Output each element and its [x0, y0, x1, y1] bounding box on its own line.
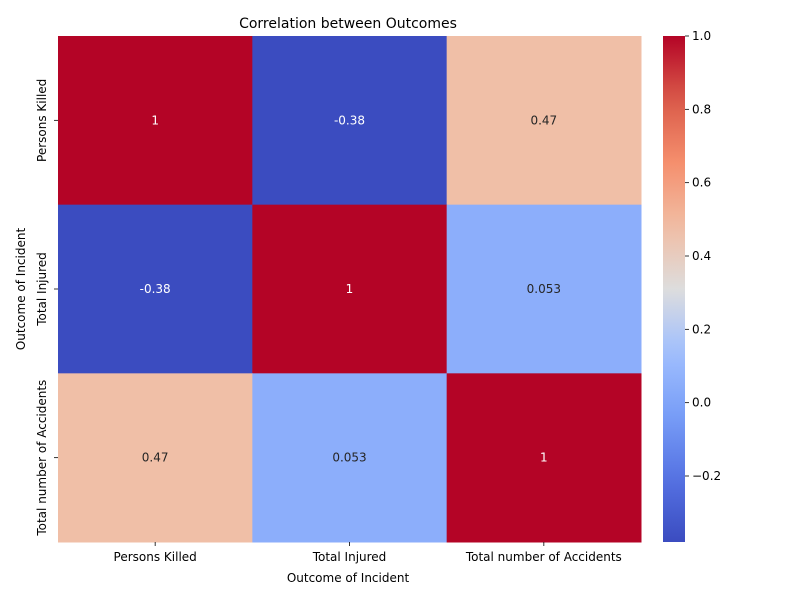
cell-value-label: 1 — [540, 451, 548, 465]
cell-value-label: 0.053 — [332, 451, 366, 465]
colorbar: −0.2 0.0 0.2 0.4 0.6 0.8 1.0 — [663, 29, 721, 542]
y-axis-label: Outcome of Incident — [14, 228, 28, 351]
x-axis-ticks: Persons Killed Total Injured Total number … — [114, 542, 622, 564]
heatmap-cell — [252, 204, 448, 374]
cell-value-label: 0.47 — [142, 451, 169, 465]
cell-value-label: -0.38 — [334, 113, 365, 127]
cell-value-label: 0.053 — [527, 282, 561, 296]
cell-value-label: -0.38 — [140, 282, 171, 296]
heatmap-cell — [58, 373, 253, 543]
colorbar-tick-label: −0.2 — [692, 469, 721, 483]
x-tick-label: Total number of Accidents — [465, 550, 622, 564]
x-tick-label: Total Injured — [312, 550, 387, 564]
colorbar-tick-label: 0.0 — [692, 396, 711, 410]
heatmap-cell — [252, 373, 448, 543]
x-tick-label: Persons Killed — [114, 550, 197, 564]
heatmap-cell — [446, 373, 642, 543]
heatmap-cell — [446, 36, 642, 206]
heatmap-cell — [58, 204, 253, 374]
colorbar-tick-label: 1.0 — [692, 29, 711, 43]
cell-value-label: 1 — [151, 113, 159, 127]
heatmap-cell — [58, 36, 253, 206]
cell-value-label: 0.47 — [530, 113, 557, 127]
y-tick-label: Total number of Accidents — [35, 380, 49, 537]
colorbar-tick-label: 0.4 — [692, 249, 711, 263]
chart-title: Correlation between Outcomes — [239, 16, 457, 32]
y-axis-ticks: Persons Killed Total Injured Total number … — [35, 79, 58, 537]
x-axis-label: Outcome of Incident — [287, 571, 410, 585]
heatmap-cell — [252, 36, 448, 206]
heatmap-cell — [446, 204, 642, 374]
y-tick-label: Persons Killed — [35, 79, 49, 162]
colorbar-tick-label: 0.8 — [692, 102, 711, 116]
colorbar-gradient — [663, 36, 685, 542]
colorbar-tick-label: 0.6 — [692, 176, 711, 190]
cell-value-label: 1 — [346, 282, 354, 296]
y-tick-label: Total Injured — [35, 252, 49, 327]
heatmap-cells: 1 -0.38 0.47 -0.38 1 0.053 0.47 0.053 1 — [58, 36, 642, 543]
colorbar-tick-label: 0.2 — [692, 322, 711, 336]
